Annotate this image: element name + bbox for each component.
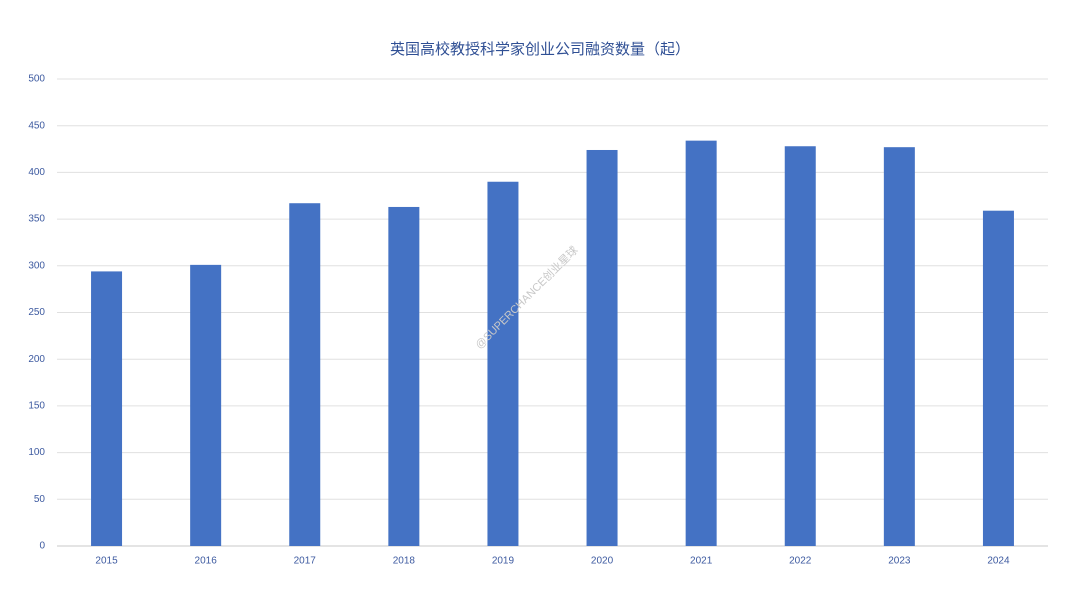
x-tick-label: 2024 — [987, 556, 1010, 567]
x-tick-label: 2021 — [690, 556, 713, 567]
y-tick-label: 100 — [28, 447, 45, 458]
y-tick-label: 450 — [28, 120, 45, 131]
bar — [289, 203, 321, 547]
x-tick-label: 2023 — [888, 556, 911, 567]
y-tick-label: 200 — [28, 354, 45, 365]
y-tick-label: 300 — [28, 260, 45, 271]
bar — [982, 210, 1014, 546]
bar — [685, 140, 717, 547]
x-tick-label: 2017 — [294, 556, 317, 567]
bar — [91, 271, 123, 546]
y-tick-label: 50 — [34, 494, 46, 505]
bar — [784, 146, 816, 547]
y-tick-label: 150 — [28, 401, 45, 412]
x-tick-label: 2019 — [492, 556, 515, 567]
chart-title: 英国高校教授科学家创业公司融资数量（起） — [390, 40, 690, 58]
x-tick-label: 2018 — [393, 556, 416, 567]
bar — [487, 181, 519, 547]
x-tick-label: 2020 — [591, 556, 614, 567]
y-tick-label: 250 — [28, 307, 45, 318]
bar — [190, 264, 222, 546]
bar — [388, 206, 420, 546]
x-tick-label: 2016 — [195, 556, 218, 567]
y-tick-label: 400 — [28, 167, 45, 178]
y-tick-label: 500 — [28, 74, 45, 85]
y-tick-label: 350 — [28, 214, 45, 225]
x-tick-label: 2015 — [95, 556, 118, 567]
x-tick-label: 2022 — [789, 556, 812, 567]
bar — [883, 147, 915, 546]
y-tick-label: 0 — [39, 541, 45, 552]
bar — [586, 149, 618, 546]
